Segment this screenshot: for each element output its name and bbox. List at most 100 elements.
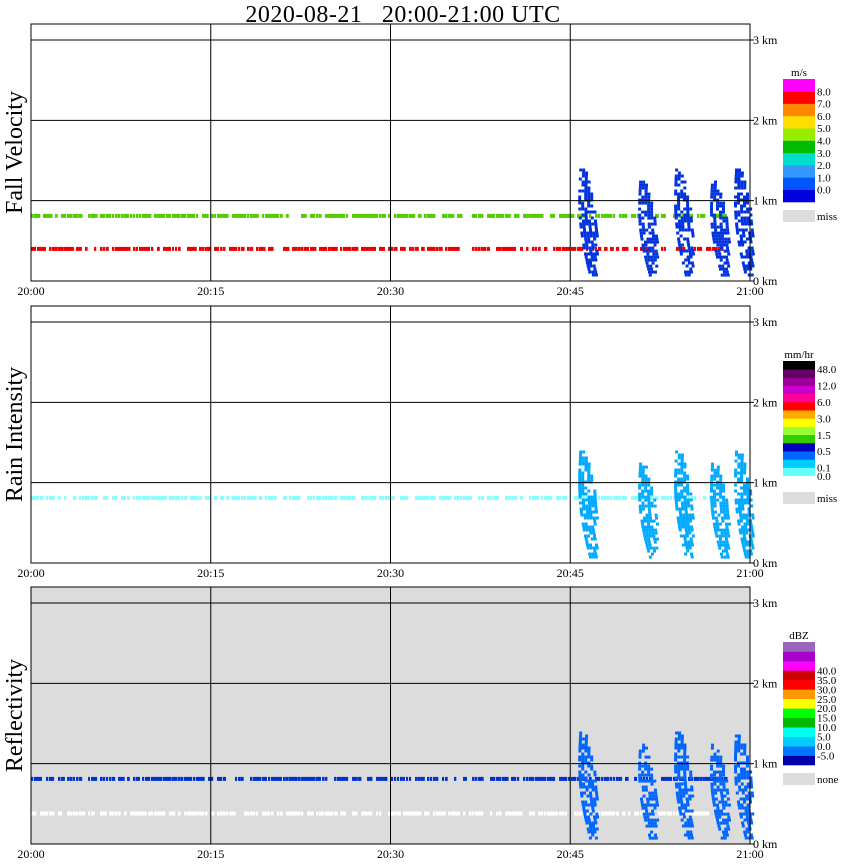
data-cell-mark (645, 812, 649, 816)
data-cell-mark (592, 264, 596, 268)
data-cell-mark (642, 743, 646, 747)
data-cell-mark (743, 462, 747, 466)
data-cell-mark (579, 168, 583, 172)
data-cell-mark (734, 489, 738, 493)
data-cell-mark (686, 755, 690, 759)
data-cell-mark (638, 207, 642, 211)
data-cell-mark (723, 794, 727, 798)
data-band-mark (55, 213, 58, 218)
data-band-mark (343, 776, 347, 781)
data-cell-mark (740, 198, 743, 202)
data-band-mark (223, 811, 226, 816)
data-band-mark (301, 811, 304, 816)
data-cell-mark (740, 471, 744, 475)
data-cell-mark (682, 815, 686, 819)
data-cell-mark (720, 836, 724, 840)
data-cell-mark (713, 222, 717, 226)
data-cell-mark (750, 504, 754, 508)
data-cell-mark (595, 231, 599, 235)
legend: dBZ-5.00.05.010.015.020.025.030.035.040.… (783, 630, 839, 786)
data-band-mark (220, 776, 223, 781)
data-band-mark (316, 811, 319, 816)
data-cell-mark (716, 192, 720, 196)
data-cell-mark (712, 237, 716, 241)
data-cell-mark (584, 800, 588, 804)
data-cell-mark (654, 794, 658, 798)
data-band-mark (181, 776, 184, 781)
data-cell-mark (734, 746, 738, 750)
data-band-mark (415, 811, 419, 816)
data-cell-mark (746, 782, 750, 786)
data-cell-mark (742, 513, 746, 517)
data-band-mark (265, 811, 269, 816)
data-band-mark (397, 776, 400, 781)
data-cell-mark (737, 522, 741, 526)
data-cell-mark (686, 764, 690, 768)
data-cell-mark (719, 764, 723, 768)
data-cell-mark (749, 552, 753, 556)
data-band-mark (352, 495, 356, 500)
data-band-mark (301, 776, 304, 781)
data-cell-mark (676, 797, 680, 801)
data-cell-mark (722, 785, 726, 789)
data-cell-mark (595, 546, 599, 550)
data-band-mark (268, 213, 271, 218)
data-band-mark (559, 246, 562, 251)
legend-label: 3.0 (817, 413, 831, 425)
data-band-mark (520, 811, 523, 816)
data-band-mark (361, 811, 365, 816)
data-band-mark (37, 776, 41, 781)
data-cell-mark (676, 516, 680, 520)
data-band-mark (697, 776, 700, 781)
data-cell-mark (648, 531, 652, 535)
data-band-mark (286, 811, 290, 816)
data-cell-mark (677, 177, 681, 181)
data-cell-mark (734, 468, 738, 472)
data-cell-mark (737, 195, 740, 199)
data-cell-mark (743, 270, 747, 274)
legend-swatch (783, 140, 815, 154)
data-cell-mark (587, 267, 591, 271)
data-band-mark (448, 246, 452, 251)
data-cell-mark (639, 465, 642, 469)
data-cell-mark (687, 833, 690, 837)
data-band-mark (370, 495, 374, 500)
data-band-mark (514, 811, 518, 816)
data-cell-mark (582, 809, 586, 813)
data-cell-mark (651, 246, 655, 250)
data-band-mark (472, 213, 475, 218)
data-cell-mark (710, 468, 714, 472)
data-cell-mark (656, 522, 659, 526)
data-cell-mark (690, 833, 693, 837)
data-cell-mark (740, 192, 743, 196)
data-band-mark (400, 495, 404, 500)
data-cell-mark (646, 546, 650, 550)
data-cell-mark (711, 797, 715, 801)
data-cell-mark (734, 204, 737, 208)
data-cell-mark (680, 522, 684, 526)
data-band-mark (625, 246, 629, 251)
data-cell-mark (737, 803, 741, 807)
data-cell-mark (677, 183, 681, 187)
data-band-mark (427, 246, 431, 251)
data-cell-mark (677, 468, 681, 472)
data-cell-mark (647, 480, 651, 484)
data-cell-mark (589, 264, 593, 268)
data-band-mark (715, 213, 719, 218)
data-cell-mark (638, 752, 642, 756)
data-band-mark (565, 495, 568, 500)
data-cell-mark (716, 806, 720, 810)
data-band-mark (514, 776, 517, 781)
data-band-mark (100, 776, 103, 781)
data-cell-mark (680, 519, 684, 523)
data-cell-mark (719, 758, 723, 762)
legend-miss-label: miss (817, 493, 837, 505)
data-cell-mark (738, 785, 742, 789)
data-band-mark (448, 213, 452, 218)
data-cell-mark (725, 267, 728, 271)
data-band-mark (622, 495, 626, 500)
data-cell-mark (581, 462, 585, 466)
data-cell-mark (747, 246, 751, 250)
data-cell-mark (680, 216, 684, 220)
data-band-mark (664, 495, 667, 500)
